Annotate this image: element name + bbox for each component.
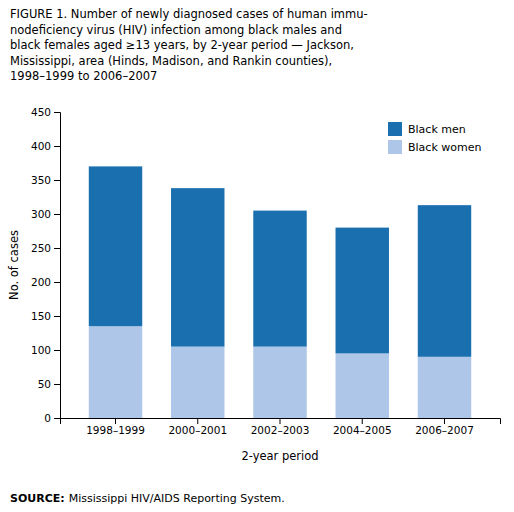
y-tick-label: 200 bbox=[31, 276, 51, 288]
y-tick-mark bbox=[54, 282, 60, 283]
x-tick: 2000–2001 bbox=[168, 418, 227, 436]
x-tick-mark bbox=[197, 418, 198, 424]
legend-label: Black men bbox=[408, 123, 466, 136]
y-tick-mark bbox=[54, 112, 60, 113]
x-tick: 2004–2005 bbox=[333, 418, 392, 436]
bar bbox=[171, 188, 224, 346]
title-line: FIGURE 1. Number of newly diagnosed case… bbox=[10, 7, 368, 21]
legend-item: Black men bbox=[388, 122, 466, 136]
y-tick: 350 bbox=[31, 174, 60, 186]
y-tick-label: 0 bbox=[44, 412, 51, 424]
bar bbox=[418, 357, 471, 418]
title: FIGURE 1. Number of newly diagnosed case… bbox=[10, 7, 368, 83]
x-axis-line bbox=[61, 419, 501, 425]
x-tick-mark bbox=[362, 418, 363, 424]
y-tick: 100 bbox=[31, 344, 60, 356]
y-tick-mark bbox=[54, 214, 60, 215]
x-tick-mark bbox=[280, 418, 281, 424]
x-tick-mark bbox=[115, 418, 116, 424]
y-tick-mark bbox=[54, 316, 60, 317]
chart: FIGURE 1. Number of newly diagnosed case… bbox=[0, 0, 514, 512]
bar bbox=[336, 353, 389, 418]
x-tick-label: 2004–2005 bbox=[333, 424, 392, 436]
y-tick-mark bbox=[54, 180, 60, 181]
title-line: Mississippi, area (Hinds, Madison, and R… bbox=[10, 54, 332, 68]
y-tick-label: 100 bbox=[31, 344, 51, 356]
y-tick-mark bbox=[54, 384, 60, 385]
x-tick-label: 2002–2003 bbox=[251, 424, 310, 436]
bar bbox=[89, 326, 142, 418]
y-tick-label: 400 bbox=[31, 140, 51, 152]
x-tick: 2002–2003 bbox=[251, 418, 310, 436]
y-tick: 200 bbox=[31, 276, 60, 288]
x-tick-label: 2006–2007 bbox=[415, 424, 474, 436]
y-tick-label: 50 bbox=[38, 378, 51, 390]
bar bbox=[418, 205, 471, 357]
y-tick: 400 bbox=[31, 140, 60, 152]
y-tick: 450 bbox=[31, 106, 60, 118]
bar bbox=[89, 166, 142, 326]
y-tick-mark bbox=[54, 350, 60, 351]
y-tick: 50 bbox=[38, 378, 60, 390]
title-line: nodeficiency virus (HIV) infection among… bbox=[10, 23, 342, 37]
x-tick-label: 2000–2001 bbox=[168, 424, 227, 436]
legend-label: Black women bbox=[408, 141, 481, 154]
source: SOURCE: Mississippi HIV/AIDS Reporting Sy… bbox=[10, 492, 285, 505]
legend-item: Black women bbox=[388, 140, 481, 154]
series bbox=[89, 166, 471, 356]
y-tick-label: 350 bbox=[31, 174, 51, 186]
y-tick-mark bbox=[54, 248, 60, 249]
y-tick-mark bbox=[54, 418, 60, 419]
bar bbox=[253, 347, 306, 418]
bars bbox=[89, 166, 471, 418]
x-tick-mark bbox=[444, 418, 445, 424]
y-tick-label: 300 bbox=[31, 208, 51, 220]
source-label: SOURCE: bbox=[10, 492, 65, 505]
legend-swatch bbox=[388, 140, 402, 154]
title-line: 1998–1999 to 2006–2007 bbox=[10, 69, 157, 83]
bar bbox=[171, 347, 224, 418]
y-tick-label: 450 bbox=[31, 106, 51, 118]
y-tick: 0 bbox=[44, 412, 60, 424]
title-line: black females aged ≥13 years, by 2-year … bbox=[10, 38, 354, 52]
x-tick: 1998–1999 bbox=[86, 418, 145, 436]
bar bbox=[253, 211, 306, 347]
source-text: Mississippi HIV/AIDS Reporting System. bbox=[69, 492, 285, 505]
x-axis: 1998–1999 2000–2001 2002–2003 2004–2005 2006… bbox=[61, 418, 501, 436]
y-tick-label: 150 bbox=[31, 310, 51, 322]
legend-swatch bbox=[388, 122, 402, 136]
x-tick: 2006–2007 bbox=[415, 418, 474, 436]
y-tick: 250 bbox=[31, 242, 60, 254]
x-tick-label: 1998–1999 bbox=[86, 424, 145, 436]
chart-container: FIGURE 1. Number of newly diagnosed case… bbox=[0, 0, 514, 512]
y-axis-title: No. of cases bbox=[7, 230, 21, 300]
x-axis-title: 2-year period bbox=[241, 449, 318, 463]
y-tick: 300 bbox=[31, 208, 60, 220]
y-tick-mark bbox=[54, 146, 60, 147]
legend: Black men Black women bbox=[388, 122, 481, 154]
y-tick: 150 bbox=[31, 310, 60, 322]
y-tick-label: 250 bbox=[31, 242, 51, 254]
y-axis-line bbox=[54, 113, 61, 419]
bar bbox=[336, 228, 389, 354]
y-axis: 0 50 100 150 200 250 300 350 400 450 bbox=[31, 106, 61, 424]
